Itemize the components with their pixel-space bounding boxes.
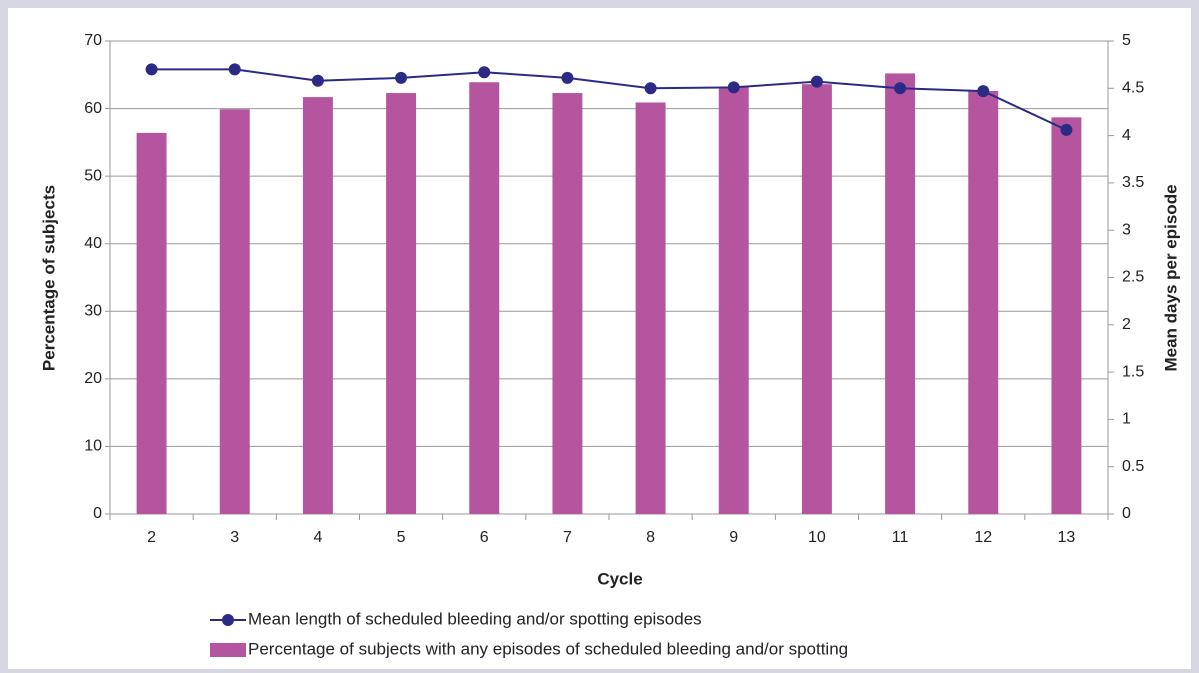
y2-tick-label: 1.5 [1122,363,1144,380]
point [145,63,158,76]
x-tick-label: 9 [729,529,738,546]
y2-tick-label: 3 [1122,221,1131,238]
point [977,85,990,98]
x-tick-label: 3 [230,529,239,546]
y2-tick-label: 2.5 [1122,269,1144,286]
bar [885,73,916,514]
point [810,75,823,88]
point [478,66,491,79]
bar [635,102,666,515]
y-tick-label: 50 [84,167,102,184]
x-tick-label: 12 [974,529,992,546]
bar [552,93,583,514]
x-tick-label: 6 [480,529,489,546]
point [311,74,324,87]
y-tick-label: 10 [84,438,102,455]
y2-tick-label: 2 [1122,316,1131,333]
bar [801,84,832,514]
x-tick-label: 8 [646,529,655,546]
point [644,82,657,95]
y-tick-label: 30 [84,303,102,320]
point [395,71,408,84]
point [894,82,907,95]
point [561,71,574,84]
bar [219,109,250,515]
x-tick-label: 2 [147,529,156,546]
x-tick-label: 10 [808,529,826,546]
bar [302,97,333,514]
bar [1051,117,1082,514]
line [151,68,1067,131]
legend-label: Mean length of scheduled bleeding and/or… [248,609,702,628]
point [1060,123,1073,136]
bar [386,93,417,514]
x-tick-label: 11 [892,529,909,546]
y-tick-label: 0 [93,505,102,522]
y2-tick-label: 3.5 [1122,174,1144,191]
y2-tick-label: 5 [1122,32,1131,49]
x-axis-label: Cycle [597,569,642,588]
y2-axis-label: Mean days per episode [1161,184,1180,371]
x-tick-label: 7 [563,529,572,546]
bar [136,132,167,514]
y2-tick-label: 4.5 [1122,80,1144,97]
point [228,63,241,76]
y2-tick-label: 1 [1122,411,1131,428]
y2-tick-label: 0.5 [1122,458,1144,475]
bar [718,86,749,514]
y-tick-label: 40 [84,235,102,252]
y2-tick-label: 4 [1122,127,1131,144]
y2-tick-label: 0 [1122,505,1131,522]
x-tick-label: 4 [313,529,322,546]
legend-swatch [210,643,246,657]
x-tick-label: 5 [397,529,406,546]
y-tick-label: 60 [84,100,102,117]
point [727,81,740,94]
bar [469,82,500,515]
legend-swatch [222,614,234,626]
y-axis-label: Percentage of subjects [39,185,58,371]
bar [968,91,999,514]
legend-label: Percentage of subjects with any episodes… [248,639,848,658]
y-tick-label: 20 [84,370,102,387]
x-tick-label: 13 [1058,529,1076,546]
y-tick-label: 70 [84,32,102,49]
